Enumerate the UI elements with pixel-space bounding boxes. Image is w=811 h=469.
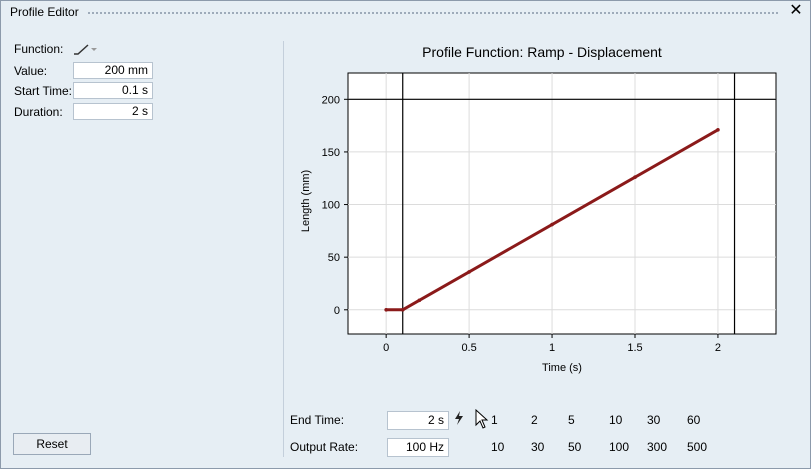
lightning-bolt-icon[interactable] xyxy=(453,410,465,426)
function-label: Function: xyxy=(14,42,64,56)
plot-area xyxy=(347,72,777,335)
y-tick-label: 0 xyxy=(334,305,340,317)
end-time-field[interactable]: 2 s xyxy=(387,411,449,430)
x-tick-label: 0.5 xyxy=(461,342,476,354)
value-label: Value: xyxy=(14,64,48,78)
output-rate-preset[interactable]: 500 xyxy=(687,440,708,454)
ramp-function-icon[interactable] xyxy=(73,42,99,56)
chart-title: Profile Function: Ramp - Displacement xyxy=(422,44,662,60)
value-field[interactable]: 200 mm xyxy=(73,62,153,79)
x-axis-label: Time (s) xyxy=(542,362,582,374)
end-time-preset[interactable]: 2 xyxy=(531,413,538,427)
y-tick-label: 200 xyxy=(322,94,340,106)
parameters-panel: Function: Value: 200 mm Start Time: 0.1 … xyxy=(1,23,281,467)
data-point xyxy=(384,307,388,312)
y-tick-label: 150 xyxy=(322,147,340,159)
output-rate-field[interactable]: 100 Hz xyxy=(387,438,449,457)
data-point xyxy=(417,298,422,303)
x-tick-label: 2 xyxy=(715,342,721,354)
data-point xyxy=(633,175,637,179)
close-icon[interactable]: ✕ xyxy=(789,2,803,19)
y-tick-label: 100 xyxy=(322,200,340,212)
reset-button[interactable]: Reset xyxy=(13,433,91,455)
end-time-preset[interactable]: 10 xyxy=(609,413,623,427)
output-rate-preset[interactable]: 300 xyxy=(647,440,668,454)
drag-grip[interactable] xyxy=(87,11,779,15)
data-point xyxy=(400,307,405,312)
data-point xyxy=(467,270,471,274)
output-rate-preset[interactable]: 10 xyxy=(491,440,505,454)
duration-field[interactable]: 2 s xyxy=(73,103,153,120)
mouse-pointer-icon xyxy=(475,408,489,429)
output-rate-preset[interactable]: 30 xyxy=(531,440,545,454)
data-point xyxy=(716,128,720,132)
y-axis-ticks: 0 50 100 150 200 xyxy=(322,94,348,317)
x-tick-label: 0 xyxy=(383,342,389,354)
end-time-preset[interactable]: 30 xyxy=(647,413,661,427)
panel-splitter[interactable] xyxy=(283,41,284,457)
output-rate-label: Output Rate: xyxy=(290,440,359,454)
output-rate-preset[interactable]: 100 xyxy=(609,440,630,454)
series xyxy=(384,128,720,312)
end-time-preset[interactable]: 5 xyxy=(568,413,575,427)
reference-lines xyxy=(348,73,776,334)
y-tick-label: 50 xyxy=(328,252,340,264)
end-time-preset[interactable]: 1 xyxy=(491,413,498,427)
end-time-preset[interactable]: 60 xyxy=(687,413,701,427)
x-tick-label: 1.5 xyxy=(627,342,642,354)
duration-label: Duration: xyxy=(14,105,63,119)
x-tick-label: 1 xyxy=(549,342,555,354)
window-title: Profile Editor xyxy=(10,5,79,19)
y-axis-label: Length (mm) xyxy=(300,170,312,232)
start-time-field[interactable]: 0.1 s xyxy=(73,82,153,99)
output-rate-preset[interactable]: 50 xyxy=(568,440,582,454)
x-axis-ticks: 0 0.5 1 1.5 2 xyxy=(383,334,721,354)
start-time-label: Start Time: xyxy=(14,84,73,98)
title-bar: Profile Editor ✕ xyxy=(1,1,810,23)
data-point xyxy=(550,222,554,227)
end-time-label: End Time: xyxy=(290,413,345,427)
